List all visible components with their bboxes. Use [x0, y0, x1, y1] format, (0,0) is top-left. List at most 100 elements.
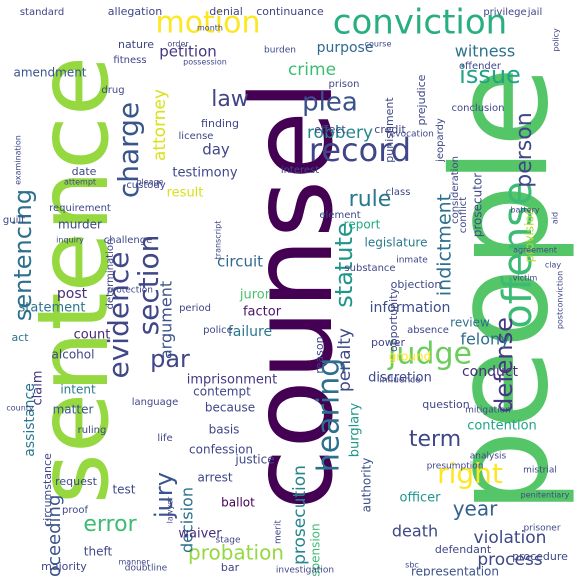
- cloud-word: custody: [126, 180, 165, 191]
- cloud-word: sentencing: [9, 189, 37, 321]
- cloud-word: merit: [274, 520, 284, 545]
- cloud-word: matter: [53, 403, 94, 417]
- cloud-word: defense: [490, 317, 518, 413]
- cloud-word: prosecutor: [471, 173, 485, 238]
- cloud-word: denial: [209, 5, 243, 18]
- cloud-word: standard: [20, 7, 64, 18]
- cloud-word: challenge: [104, 235, 153, 246]
- cloud-word: act: [11, 331, 29, 344]
- cloud-word: nature: [118, 38, 154, 51]
- cloud-word: license: [179, 131, 214, 142]
- cloud-word: indictment: [434, 194, 456, 296]
- cloud-word: right: [437, 457, 503, 490]
- cloud-word: order: [167, 40, 189, 49]
- cloud-word: result: [167, 186, 204, 201]
- cloud-word: officer: [399, 491, 441, 506]
- cloud-word: counsel: [228, 80, 358, 510]
- cloud-word: proof: [62, 505, 88, 516]
- cloud-word: penitentiary: [521, 491, 570, 500]
- cloud-word: policy: [552, 28, 561, 52]
- cloud-word: mistrial: [523, 466, 557, 476]
- cloud-word: objection: [391, 278, 442, 291]
- cloud-word: class: [386, 187, 411, 198]
- cloud-word: death: [392, 522, 438, 541]
- cloud-word: power: [371, 336, 405, 349]
- cloud-word: record: [309, 131, 411, 169]
- cloud-word: juror: [239, 288, 271, 303]
- cloud-word: bar: [221, 561, 240, 574]
- cloud-word: error: [83, 512, 137, 537]
- cloud-word: imprisonment: [187, 373, 277, 388]
- cloud-word: absence: [407, 325, 449, 336]
- cloud-word: clay: [545, 261, 562, 270]
- cloud-word: legislature: [365, 236, 428, 250]
- cloud-word: authority: [360, 458, 374, 513]
- cloud-word: waiver: [178, 527, 222, 542]
- cloud-word: punishment: [383, 97, 396, 163]
- cloud-word: continuance: [256, 5, 324, 18]
- cloud-word: arrest: [197, 471, 232, 485]
- cloud-word: penalty: [335, 328, 355, 392]
- cloud-word: postconviction: [556, 271, 565, 329]
- cloud-word: inquiry: [56, 236, 84, 245]
- cloud-word: justice: [234, 453, 274, 467]
- cloud-word: sentence: [17, 56, 131, 504]
- cloud-word: victim: [513, 274, 538, 283]
- cloud-word: offense: [495, 181, 541, 328]
- cloud-word: petition: [159, 43, 217, 61]
- cloud-word: motion: [155, 6, 260, 41]
- cloud-word: consideration: [450, 156, 461, 224]
- cloud-word: statement: [19, 301, 86, 316]
- cloud-word: murder: [58, 218, 102, 232]
- cloud-word: transcript: [214, 221, 223, 260]
- cloud-word: basis: [209, 423, 240, 437]
- cloud-word: year: [453, 497, 498, 521]
- cloud-word: doubtline: [125, 564, 168, 574]
- cloud-word: proceeding: [44, 495, 65, 576]
- cloud-word: report: [344, 218, 381, 232]
- cloud-word: jury: [150, 472, 178, 519]
- cloud-word: examination: [14, 135, 23, 185]
- cloud-word: day: [202, 141, 230, 159]
- cloud-word: representation: [411, 565, 499, 576]
- cloud-word: term: [409, 427, 461, 452]
- cloud-word: attempt: [64, 178, 96, 187]
- cloud-word: analysis: [470, 452, 507, 462]
- cloud-word: hearing: [312, 358, 347, 473]
- cloud-word: finding: [201, 117, 239, 130]
- cloud-word: post: [57, 286, 88, 302]
- cloud-word: violation: [474, 528, 547, 548]
- cloud-word: test: [112, 483, 135, 497]
- cloud-word: plea: [302, 88, 358, 118]
- cloud-word: decision: [178, 487, 197, 553]
- cloud-word: determination: [105, 239, 116, 310]
- cloud-word: ground: [389, 350, 431, 364]
- cloud-word: contempt: [193, 385, 251, 399]
- cloud-word: privilege: [483, 7, 526, 18]
- cloud-word: claim: [31, 370, 46, 405]
- cloud-word: effect: [314, 123, 346, 136]
- cloud-word: conviction: [333, 3, 507, 43]
- cloud-word: count: [74, 328, 111, 343]
- cloud-word: people: [424, 66, 576, 513]
- cloud-word: law: [211, 87, 249, 112]
- cloud-word: failure: [228, 324, 272, 340]
- cloud-word: attorney: [150, 89, 170, 161]
- cloud-word: lawyer: [166, 496, 175, 523]
- cloud-word: felony: [460, 330, 509, 349]
- cloud-word: issue: [459, 61, 521, 89]
- cloud-word: crime: [288, 60, 336, 80]
- cloud-word: county: [6, 404, 34, 413]
- cloud-word: theft: [84, 545, 113, 559]
- cloud-word: majority: [41, 560, 87, 573]
- cloud-word: manner: [118, 558, 150, 567]
- cloud-word: argument: [157, 281, 176, 359]
- cloud-word: presumption: [427, 462, 484, 472]
- cloud-word: judge: [387, 337, 472, 372]
- cloud-word: circumstance: [41, 453, 54, 527]
- cloud-word: alcohol: [52, 348, 95, 362]
- cloud-word: probation: [188, 541, 284, 565]
- cloud-word: jail: [527, 7, 542, 18]
